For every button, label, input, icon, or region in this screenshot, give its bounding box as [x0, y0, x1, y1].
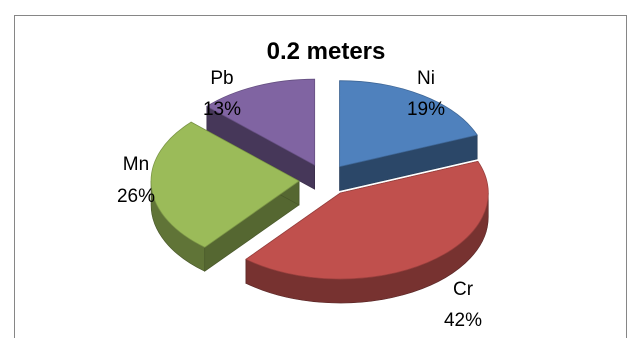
- slice-percent-ni: 19%: [407, 99, 445, 120]
- slice-cr: [245, 160, 489, 304]
- slices-layer: [150, 78, 489, 304]
- slice-pb-top: [205, 78, 316, 166]
- slice-percent-pb: 13%: [203, 99, 241, 120]
- slice-ni-top: [339, 80, 478, 168]
- slice-ni: [339, 80, 478, 192]
- slice-percent-mn: 26%: [117, 186, 155, 207]
- slice-name-cr: Cr: [453, 279, 474, 300]
- slice-name-mn: Mn: [123, 154, 149, 175]
- slice-mn: [150, 121, 300, 272]
- chart-title: 0.2 meters: [267, 38, 386, 65]
- slice-mn-top: [150, 121, 300, 248]
- slice-name-pb: Pb: [210, 68, 233, 89]
- slice-cr-top: [245, 160, 489, 280]
- slice-percent-cr: 42%: [444, 310, 482, 331]
- slice-name-ni: Ni: [417, 68, 435, 89]
